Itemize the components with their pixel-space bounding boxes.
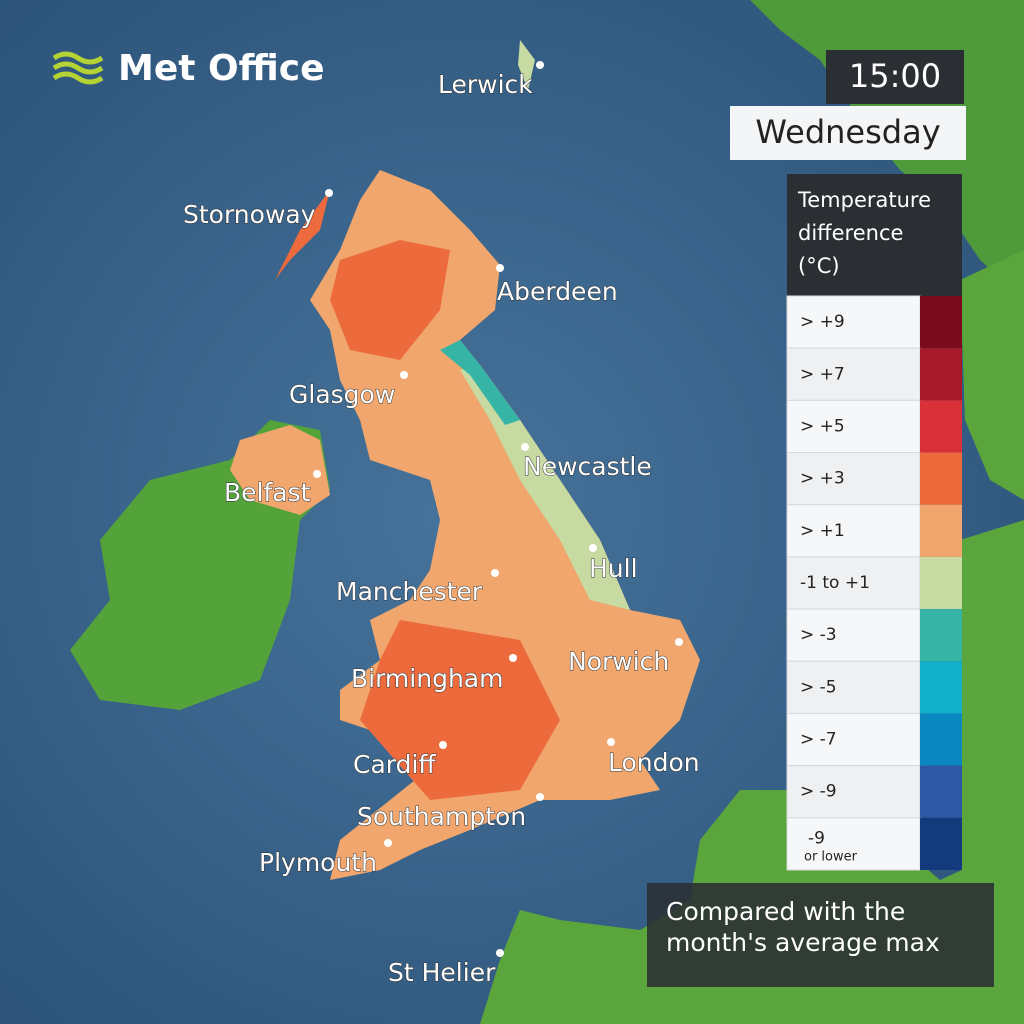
warm-area-england (360, 620, 560, 800)
land-denmark (960, 250, 1024, 500)
city-dot (589, 544, 597, 552)
logo-mark (52, 51, 104, 85)
land-hebrides (275, 190, 330, 280)
legend-label-box (786, 504, 921, 558)
city-label: Norwich (568, 647, 669, 676)
city-dot (439, 741, 447, 749)
legend-label-box (786, 765, 921, 819)
cool-coast (440, 340, 520, 425)
legend-label-box (786, 452, 921, 506)
legend-swatch (920, 661, 962, 714)
legend-title: (°C) (798, 254, 840, 278)
city-label: Cardiff (353, 750, 436, 779)
legend-label: > +5 (800, 416, 845, 436)
city-dot (313, 470, 321, 478)
city-label: Hull (589, 554, 638, 583)
legend-swatch (920, 765, 962, 818)
legend-label-box (786, 660, 921, 714)
city-label: Birmingham (351, 664, 503, 693)
cities: Lerwick Stornoway Aberdeen Glasgow Newca… (183, 61, 700, 988)
city-dot (496, 264, 504, 272)
legend-swatch (920, 400, 962, 453)
legend-label: > -9 (800, 782, 837, 802)
mild-coast (460, 365, 630, 610)
city-dot (509, 654, 517, 662)
legend-label-box (786, 712, 921, 767)
legend-label-box (786, 556, 921, 610)
city-dot (536, 61, 544, 69)
city-dot (536, 793, 544, 801)
city-label: Aberdeen (497, 277, 618, 306)
city-dot (325, 189, 333, 197)
city-label: Glasgow (289, 380, 395, 409)
footnote: month's average max (666, 928, 940, 957)
land-shetland (518, 40, 535, 90)
legend-label: -1 to +1 (800, 573, 870, 593)
legend-label: > +7 (800, 364, 845, 384)
legend-header (787, 174, 962, 296)
legend-label-box (786, 817, 921, 871)
time: 15:00 (849, 57, 941, 95)
legend-title: Temperature (797, 188, 931, 212)
legend-label-box (786, 399, 921, 454)
city-label: Manchester (336, 577, 483, 606)
legend-swatch (920, 452, 962, 505)
city-label: Newcastle (523, 452, 652, 481)
city-label: Southampton (357, 802, 526, 831)
city-dot (675, 638, 683, 646)
footnote-box (647, 883, 994, 987)
legend-label: -9 (808, 829, 825, 849)
city-dot (384, 839, 392, 847)
legend-swatch (920, 609, 962, 662)
logo: Met Office (52, 48, 325, 89)
legend-swatch (920, 296, 962, 349)
legend-label-box (786, 608, 921, 662)
legend: Temperature difference (°C) > +9 > +7 > +5… (786, 174, 962, 871)
day-box (730, 106, 966, 160)
day: Wednesday (755, 113, 940, 151)
city-dot (400, 371, 408, 379)
legend-label: > +1 (800, 521, 845, 541)
northern-ireland (230, 425, 330, 515)
legend-swatch (920, 713, 962, 766)
city-dot (491, 569, 499, 577)
legend-label: > +3 (800, 469, 845, 489)
city-dot (521, 443, 529, 451)
city-label: Belfast (224, 478, 311, 507)
legend-swatch (920, 817, 962, 870)
footnote: Compared with the (666, 897, 905, 926)
city-label: London (608, 748, 700, 777)
city-dot (607, 738, 615, 746)
legend-label: > +9 (800, 312, 845, 332)
time-box (826, 50, 964, 104)
legend-swatch (920, 348, 962, 401)
legend-label: > -5 (800, 677, 837, 697)
warm-area-scotland (330, 240, 450, 360)
legend-swatch (920, 556, 962, 610)
logo-text: Met Office (118, 48, 325, 89)
city-dot (496, 949, 504, 957)
city-label: Lerwick (438, 70, 533, 99)
legend-label: > -3 (800, 625, 837, 645)
legend-title: difference (798, 221, 903, 245)
city-label: Plymouth (259, 848, 377, 877)
city-label: St Helier (388, 958, 496, 987)
legend-label: > -7 (800, 730, 837, 750)
legend-swatch (920, 504, 962, 557)
city-label: Stornoway (183, 200, 316, 229)
legend-note: or lower (804, 849, 858, 864)
